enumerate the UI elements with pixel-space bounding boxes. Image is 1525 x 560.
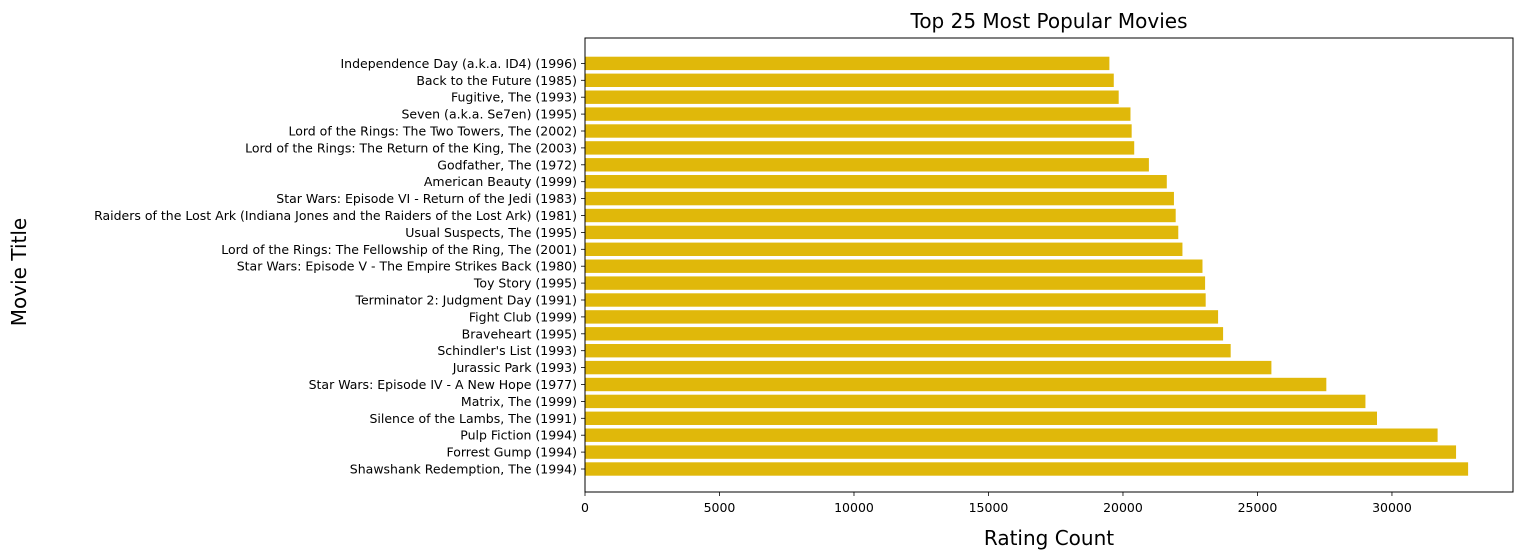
chart-title: Top 25 Most Popular Movies (910, 9, 1188, 33)
y-axis-title: Movie Title (7, 218, 31, 326)
x-ticks: 0 5000 10000 15000 20000 25000 30000 (581, 492, 1412, 515)
x-tick-label: 25000 (1238, 500, 1278, 515)
bar (585, 56, 1110, 71)
y-tick-label: Lord of the Rings: The Fellowship of the… (221, 242, 577, 257)
bar (585, 124, 1132, 138)
x-tick-label: 15000 (969, 500, 1009, 515)
bars-group (585, 56, 1469, 476)
y-tick-label: Braveheart (1995) (462, 326, 577, 341)
bar (585, 175, 1167, 189)
y-tick-label: Terminator 2: Judgment Day (1991) (354, 293, 577, 308)
x-tick-label: 10000 (834, 500, 874, 515)
bar (585, 242, 1183, 256)
y-tick-label: Toy Story (1995) (473, 276, 577, 291)
y-tick-label: Schindler's List (1993) (437, 343, 577, 358)
y-tick-label: Matrix, The (1999) (461, 394, 577, 409)
y-tick-label: Lord of the Rings: The Return of the Kin… (245, 140, 577, 155)
bar (585, 141, 1135, 155)
bar (585, 293, 1206, 307)
bar (585, 90, 1119, 104)
y-tick-label: Usual Suspects, The (1995) (405, 225, 577, 240)
bar (585, 377, 1327, 392)
y-tick-label: Raiders of the Lost Ark (Indiana Jones a… (94, 208, 577, 223)
y-tick-label: Fugitive, The (1993) (451, 90, 577, 105)
y-tick-label: Godfather, The (1972) (437, 157, 577, 172)
bar (585, 445, 1457, 459)
bar (585, 394, 1366, 409)
y-tick-label: Independence Day (a.k.a. ID4) (1996) (340, 56, 577, 71)
y-tick-label: Star Wars: Episode V - The Empire Strike… (237, 259, 577, 274)
bar (585, 360, 1272, 375)
y-tick-label: Shawshank Redemption, The (1994) (350, 462, 577, 477)
bar (585, 327, 1224, 341)
bar (585, 428, 1438, 442)
bar (585, 462, 1469, 476)
plot-frame (584, 37, 1514, 493)
x-tick-label: 20000 (1103, 500, 1143, 515)
bar (585, 225, 1179, 240)
bar (585, 208, 1176, 223)
y-tick-label: Pulp Fiction (1994) (460, 428, 577, 443)
y-tick-label: Silence of the Lambs, The (1991) (369, 411, 577, 426)
y-tick-label: Seven (a.k.a. Se7en) (1995) (401, 107, 577, 122)
y-tick-label: Star Wars: Episode IV - A New Hope (1977… (309, 377, 577, 392)
y-tick-label: Back to the Future (1985) (416, 73, 577, 88)
bar (585, 107, 1131, 121)
x-tick-label: 0 (581, 500, 589, 515)
x-tick-label: 5000 (704, 500, 736, 515)
y-tick-label: Fight Club (1999) (469, 309, 577, 324)
y-tick-labels: Shawshank Redemption, The (1994) Forrest … (94, 56, 585, 477)
y-tick-label: Lord of the Rings: The Two Towers, The (… (288, 124, 577, 139)
bar (585, 259, 1203, 273)
bar (585, 310, 1219, 324)
bar (585, 276, 1206, 290)
x-axis-title: Rating Count (984, 526, 1114, 550)
y-tick-label: Jurassic Park (1993) (452, 360, 577, 375)
bar (585, 158, 1149, 172)
y-tick-label: Forrest Gump (1994) (446, 445, 577, 460)
bar (585, 344, 1231, 358)
x-tick-label: 30000 (1372, 500, 1412, 515)
bar (585, 411, 1378, 425)
bar (585, 191, 1174, 206)
y-tick-label: Star Wars: Episode VI - Return of the Je… (276, 191, 577, 206)
bar (585, 73, 1114, 87)
y-tick-label: American Beauty (1999) (424, 174, 577, 189)
